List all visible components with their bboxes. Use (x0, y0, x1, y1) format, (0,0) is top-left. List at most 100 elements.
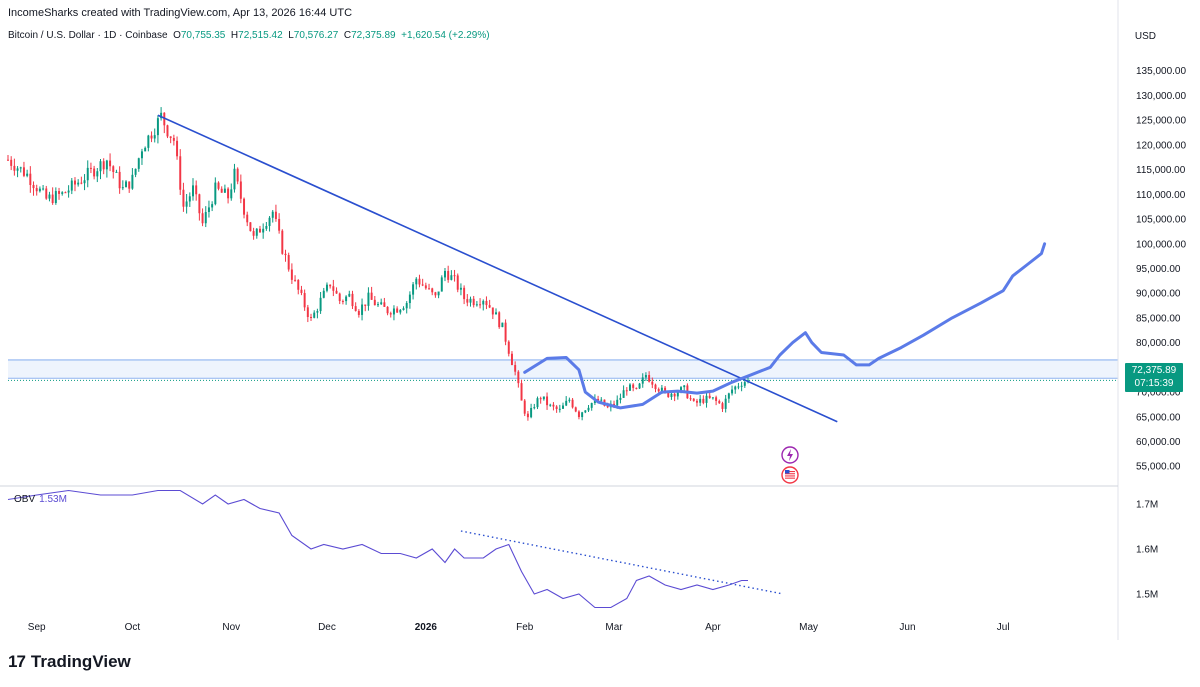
candle-body (533, 407, 536, 409)
candle-body (434, 292, 437, 296)
candle-body (373, 299, 376, 306)
candle-body (495, 312, 498, 315)
obv-legend[interactable]: OBV 1.53M (14, 494, 67, 505)
candle-body (644, 375, 647, 378)
candle-body (70, 180, 73, 191)
candle-body (628, 384, 631, 391)
candle-body (734, 386, 737, 390)
candle-body (176, 140, 179, 157)
candle (558, 404, 561, 413)
candle (622, 385, 625, 398)
candle-body (169, 136, 172, 138)
candle-body (51, 194, 54, 204)
candle (156, 115, 159, 144)
projection-path-drawing (523, 242, 1047, 410)
candle (555, 405, 558, 413)
candle (332, 279, 335, 297)
candle-body (692, 398, 695, 401)
candle (638, 382, 641, 390)
candle (361, 298, 364, 321)
candle-body (258, 228, 261, 233)
obv-value: 1.53M (39, 494, 67, 505)
candle-body (619, 397, 622, 400)
candle (415, 277, 418, 290)
candle (42, 185, 45, 191)
candle (93, 165, 96, 180)
candle (204, 206, 207, 228)
candle (479, 298, 482, 309)
change-value: +1,620.54 (+2.29%) (401, 30, 490, 41)
candle (370, 286, 373, 300)
candle (303, 289, 306, 311)
candle (198, 193, 201, 221)
candle-body (402, 308, 405, 310)
candle (565, 396, 568, 407)
candle-body (137, 158, 140, 169)
candle (348, 290, 351, 298)
candle-body (705, 395, 708, 403)
candle-body (386, 306, 389, 314)
candle (201, 208, 204, 227)
candle (628, 383, 631, 391)
candle-body (635, 387, 638, 389)
time-tick-label: Jul (997, 622, 1010, 633)
candle (172, 134, 175, 146)
candle-body (364, 304, 367, 306)
candle-body (22, 167, 25, 176)
candle (472, 295, 475, 308)
candle (520, 379, 523, 401)
low-value: 70,576.27 (293, 30, 339, 41)
candle-body (370, 292, 373, 300)
candle-body (86, 167, 89, 181)
candle-body (281, 230, 284, 254)
candle (294, 275, 297, 282)
candle-body (383, 302, 386, 307)
candle (227, 187, 230, 204)
candle-body (195, 185, 198, 195)
candle (121, 180, 124, 191)
candle (463, 285, 466, 305)
candle (102, 158, 105, 175)
candle (325, 282, 328, 293)
descending-trendline (157, 114, 838, 423)
candle-body (676, 392, 679, 397)
obv-tick-label: 1.6M (1136, 545, 1158, 556)
candle-body (332, 286, 335, 291)
candle-body (105, 160, 108, 170)
candle (112, 165, 115, 179)
candle (185, 193, 188, 214)
candle-body (192, 185, 194, 197)
candle-body (590, 403, 593, 408)
candle (351, 290, 354, 310)
candle-body (204, 212, 207, 224)
candle-body (207, 207, 210, 213)
candle-body (48, 194, 51, 199)
symbol-title[interactable]: Bitcoin / U.S. Dollar · 1D · Coinbase (8, 30, 168, 41)
candle (22, 161, 25, 178)
candle-body (715, 397, 718, 401)
candle-body (287, 255, 290, 270)
candle-body (664, 387, 667, 393)
flag-event-circle (781, 466, 799, 484)
candle (383, 297, 386, 307)
candle-body (517, 371, 520, 384)
candle-body (42, 188, 45, 190)
candle-body (252, 231, 255, 236)
candle (137, 157, 140, 172)
candle (176, 136, 179, 160)
candle-body (695, 400, 698, 403)
price-tick-label: 110,000.00 (1136, 190, 1186, 201)
tradingview-logo[interactable]: 17 TradingView (8, 652, 131, 672)
candle (249, 222, 252, 232)
time-tick-label: Oct (125, 622, 141, 633)
candle-body (453, 275, 456, 277)
candle (577, 410, 580, 420)
candle (335, 287, 338, 294)
flag-stripe (785, 471, 795, 473)
candle-body (163, 112, 166, 126)
candle-body (121, 187, 124, 189)
candle (13, 158, 16, 176)
candle-body (504, 322, 507, 342)
candle (109, 153, 112, 172)
